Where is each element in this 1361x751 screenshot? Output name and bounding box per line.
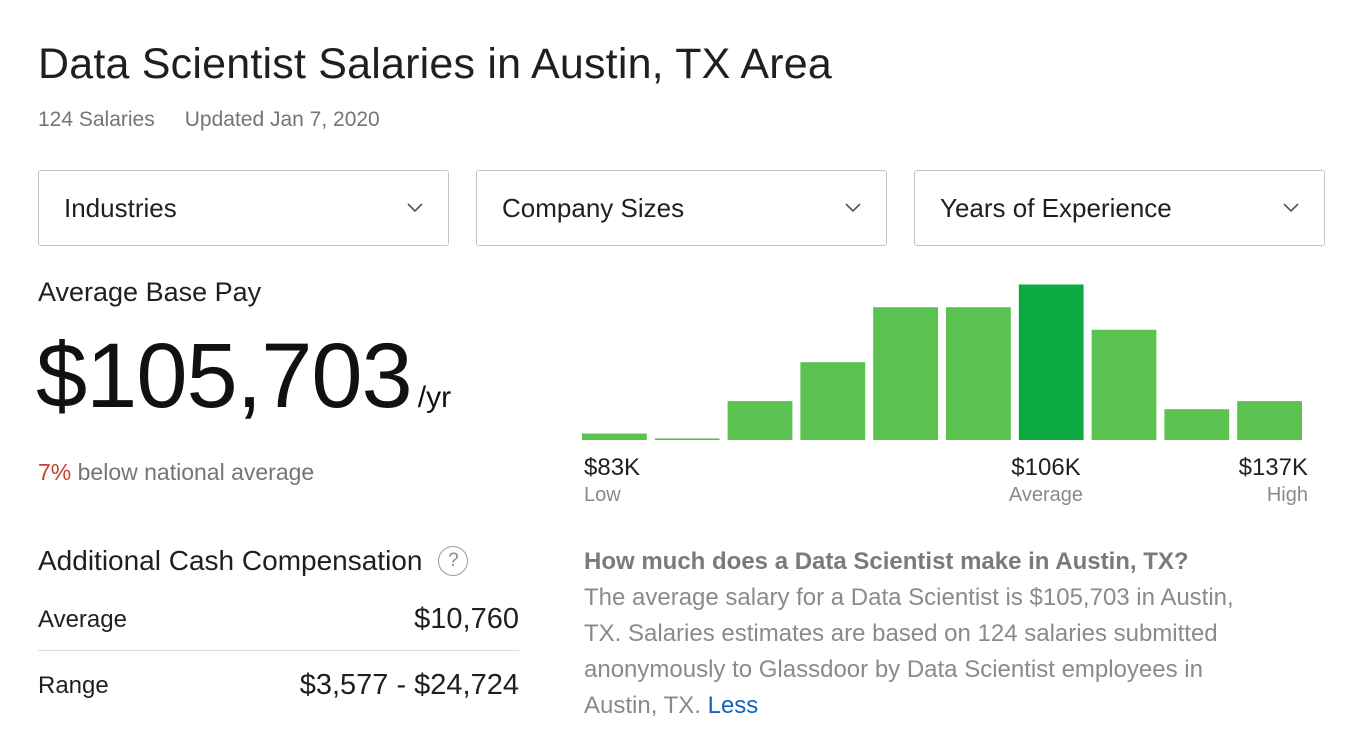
histogram-bar [873,307,938,440]
comparison-text: below national average [71,459,315,485]
histogram-bar-average [1018,284,1084,440]
company-sizes-dropdown[interactable]: Company Sizes [476,170,887,246]
tick-high: $137K High [1239,454,1308,507]
comp-row-value: $3,577 - $24,724 [299,669,519,701]
industries-dropdown[interactable]: Industries [38,170,449,246]
additional-cash-compensation-label: Additional Cash Compensation [38,545,423,576]
tick-high-value: $137K [1238,454,1308,481]
updated-date: Updated Jan 7, 2020 [184,108,380,131]
chevron-down-icon [1282,199,1300,217]
salary-histogram [582,284,1302,440]
chevron-down-icon [406,199,424,217]
national-average-comparison: 7% below national average [38,459,314,486]
less-link[interactable]: Less [707,692,759,719]
salary-count: 124 Salaries [38,108,155,131]
company-sizes-dropdown-label: Company Sizes [502,192,685,223]
base-pay-amount: $105,703 [36,325,413,427]
page-title: Data Scientist Salaries in Austin, TX Ar… [38,40,832,88]
description-body: The average salary for a Data Scientist … [584,584,1234,719]
comp-row-value: $10,760 [414,603,519,635]
histogram-bar [1164,409,1230,440]
tick-high-label: High [1266,484,1308,506]
comparison-percent: 7% [38,459,72,485]
years-of-experience-dropdown-label: Years of Experience [940,192,1172,223]
page-meta: 124 Salaries Updated Jan 7, 2020 [38,108,380,132]
histogram-bar [1237,401,1302,440]
histogram-bar [582,433,647,440]
tick-low: $83K Low [584,454,640,507]
histogram-bar [654,438,720,440]
base-pay-unit: /yr [417,381,452,414]
average-base-pay-value: $105,703/yr [36,324,451,429]
comp-row-range: Range $3,577 - $24,724 [38,669,519,702]
histogram-bar [1091,329,1157,440]
comp-row-average: Average $10,760 [38,603,519,636]
tick-average-label: Average [1008,484,1084,506]
description-question: How much does a Data Scientist make in A… [584,548,1189,575]
salary-description: How much does a Data Scientist make in A… [584,544,1264,724]
additional-cash-compensation-title: Additional Cash Compensation ? [38,545,469,577]
chevron-down-icon [844,199,862,217]
tick-low-label: Low [584,484,621,506]
comp-row-label: Range [38,671,109,699]
tick-average-value: $106K [1011,454,1081,481]
histogram-bar [946,307,1011,440]
question-circle-icon[interactable]: ? [438,546,469,576]
years-of-experience-dropdown[interactable]: Years of Experience [914,170,1325,246]
industries-dropdown-label: Industries [64,192,177,223]
histogram-bar [800,362,866,440]
tick-low-value: $83K [584,454,641,481]
average-base-pay-label: Average Base Pay [38,277,262,307]
comp-row-label: Average [38,605,127,633]
histogram-bar [727,401,793,440]
divider [38,650,519,651]
histogram-axis: $83K Low $106K Average $137K High [582,454,1310,514]
